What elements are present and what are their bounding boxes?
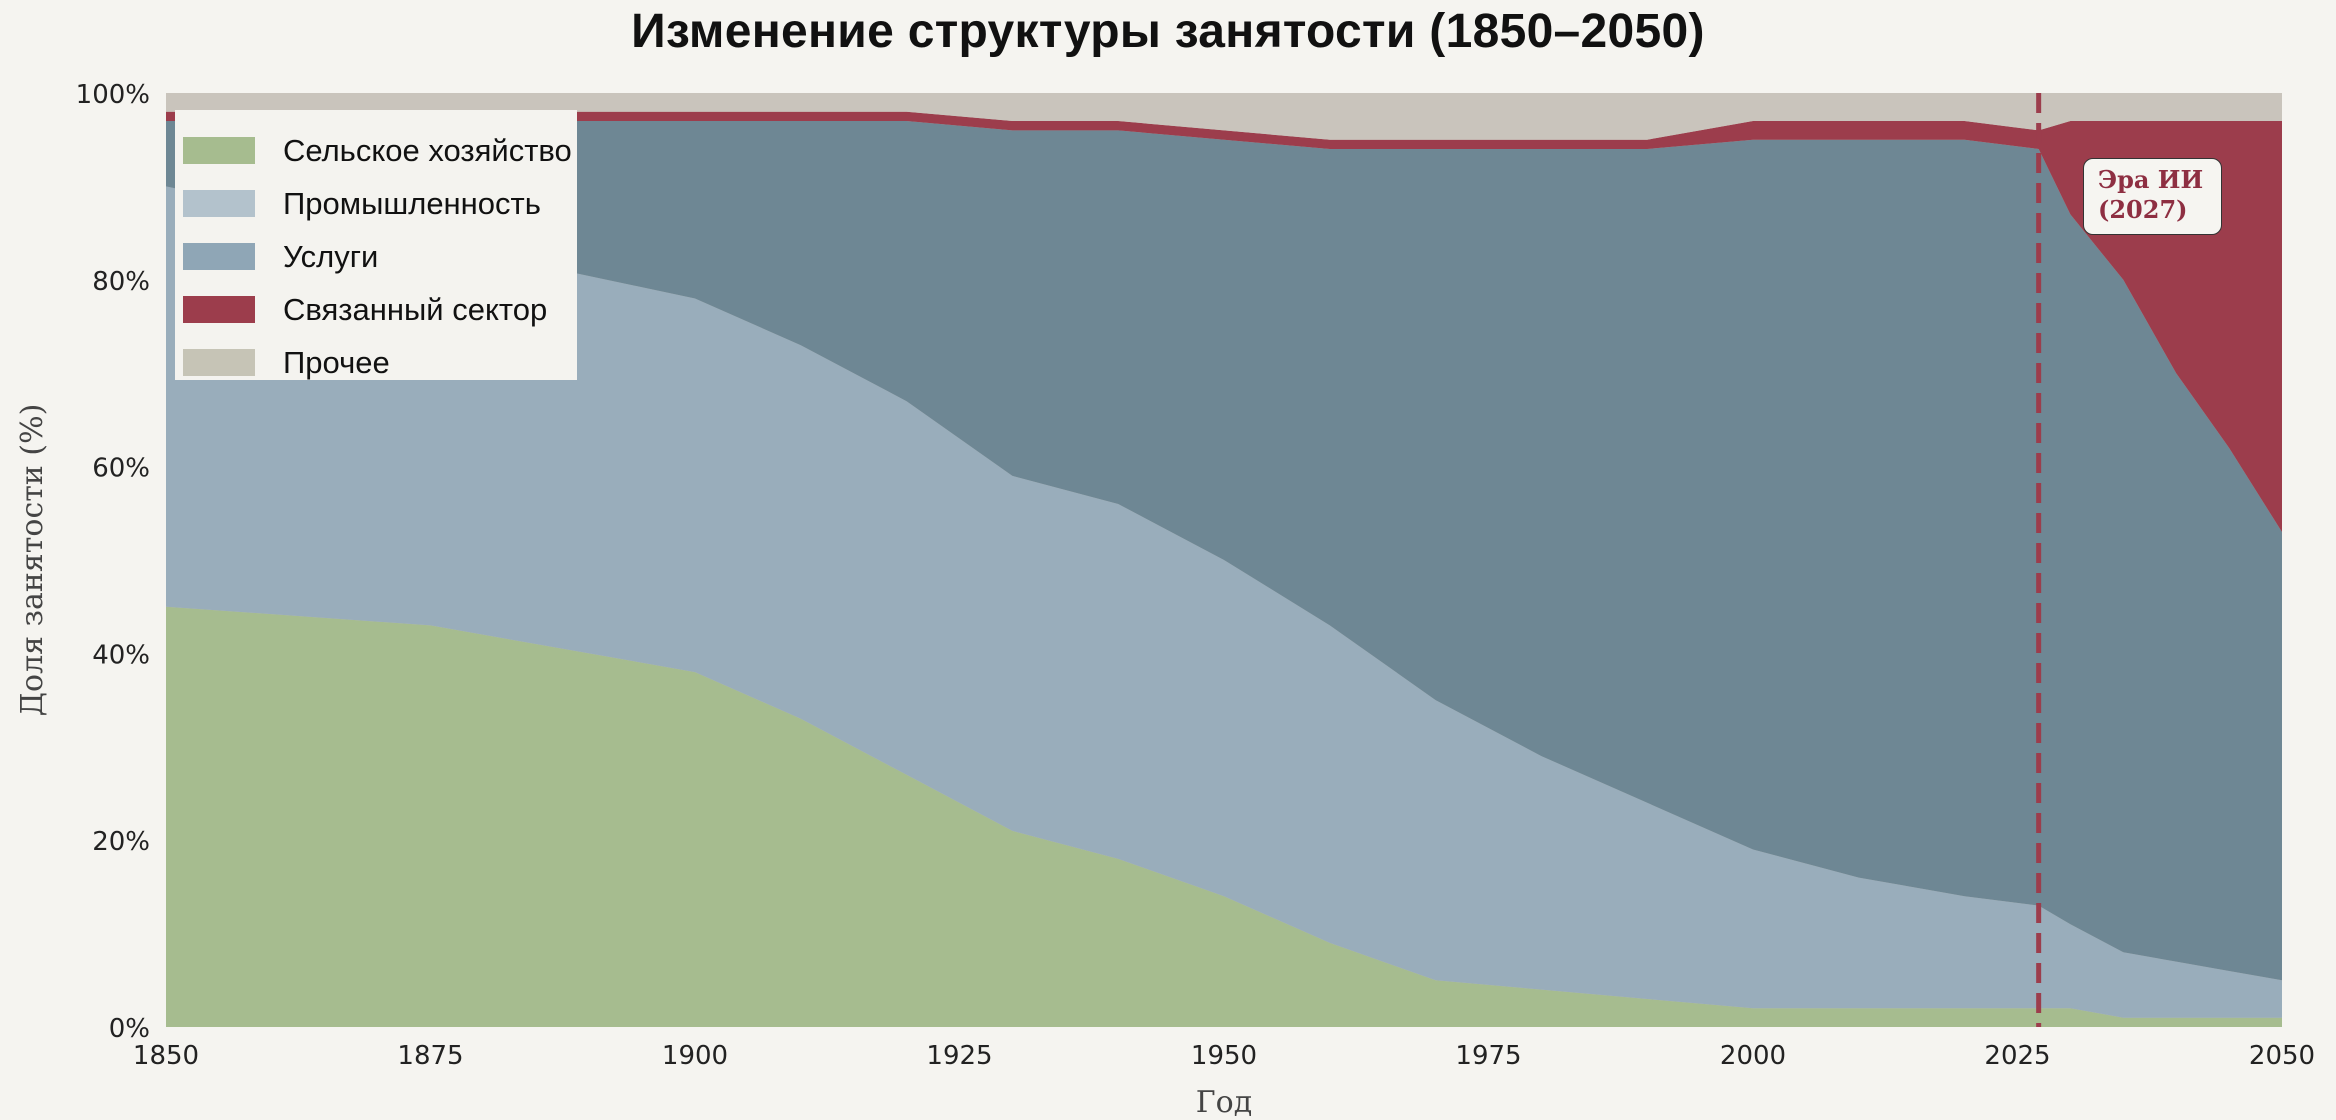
y-tick-label: 60%: [92, 454, 150, 484]
legend-label: Услуги: [283, 238, 379, 274]
legend-item-services: Услуги: [183, 230, 577, 283]
legend-label: Промышленность: [283, 185, 541, 221]
area-series-3: [166, 111, 2282, 532]
legend-item-industry: Промышленность: [183, 177, 577, 230]
annotation-line-2: (2027): [2098, 195, 2188, 224]
legend-swatch-related: [183, 296, 255, 323]
ai-era-annotation: Эра ИИ (2027): [2083, 158, 2222, 235]
legend-label: Связанный сектор: [283, 291, 548, 327]
y-tick-label: 80%: [92, 267, 150, 297]
legend-label: Сельское хозяйство: [283, 132, 572, 168]
area-series-4: [166, 93, 2282, 140]
x-tick-label: 1875: [397, 1041, 463, 1071]
x-tick-label: 1975: [1455, 1041, 1521, 1071]
x-tick-label: 1925: [926, 1041, 992, 1071]
annotation-line-1: Эра ИИ: [2098, 165, 2204, 194]
legend-swatch-agriculture: [183, 137, 255, 164]
x-tick-label: 1850: [133, 1041, 199, 1071]
y-tick-label: 0%: [109, 1014, 150, 1044]
legend: Сельское хозяйство Промышленность Услуги…: [175, 110, 577, 380]
x-tick-label: 2000: [1720, 1041, 1786, 1071]
chart-title: Изменение структуры занятости (1850–2050…: [631, 5, 1705, 58]
x-axis-ticks: 1850 1875 1900 1925 1950 1975 2000 2025 2050: [133, 1041, 2315, 1071]
legend-item-agriculture: Сельское хозяйство: [183, 124, 577, 177]
x-tick-label: 2050: [2249, 1041, 2315, 1071]
y-tick-label: 40%: [92, 640, 150, 670]
x-tick-label: 1950: [1191, 1041, 1257, 1071]
legend-item-related: Связанный сектор: [183, 283, 577, 336]
legend-swatch-industry: [183, 190, 255, 217]
legend-swatch-other: [183, 349, 255, 376]
y-axis-label: Доля занятости (%): [15, 404, 50, 717]
area-series-1: [166, 186, 2282, 1018]
legend-label: Прочее: [283, 344, 390, 380]
legend-item-other: Прочее: [183, 336, 577, 389]
x-tick-label: 1900: [662, 1041, 728, 1071]
area-series-0: [166, 606, 2282, 1027]
x-axis-label: Год: [1196, 1085, 1252, 1120]
y-tick-label: 20%: [92, 827, 150, 857]
area-series-2: [166, 121, 2282, 981]
y-axis-ticks: 0% 20% 40% 60% 80% 100%: [76, 80, 150, 1044]
x-tick-label: 2025: [1984, 1041, 2050, 1071]
legend-swatch-services: [183, 243, 255, 270]
y-tick-label: 100%: [76, 80, 150, 110]
